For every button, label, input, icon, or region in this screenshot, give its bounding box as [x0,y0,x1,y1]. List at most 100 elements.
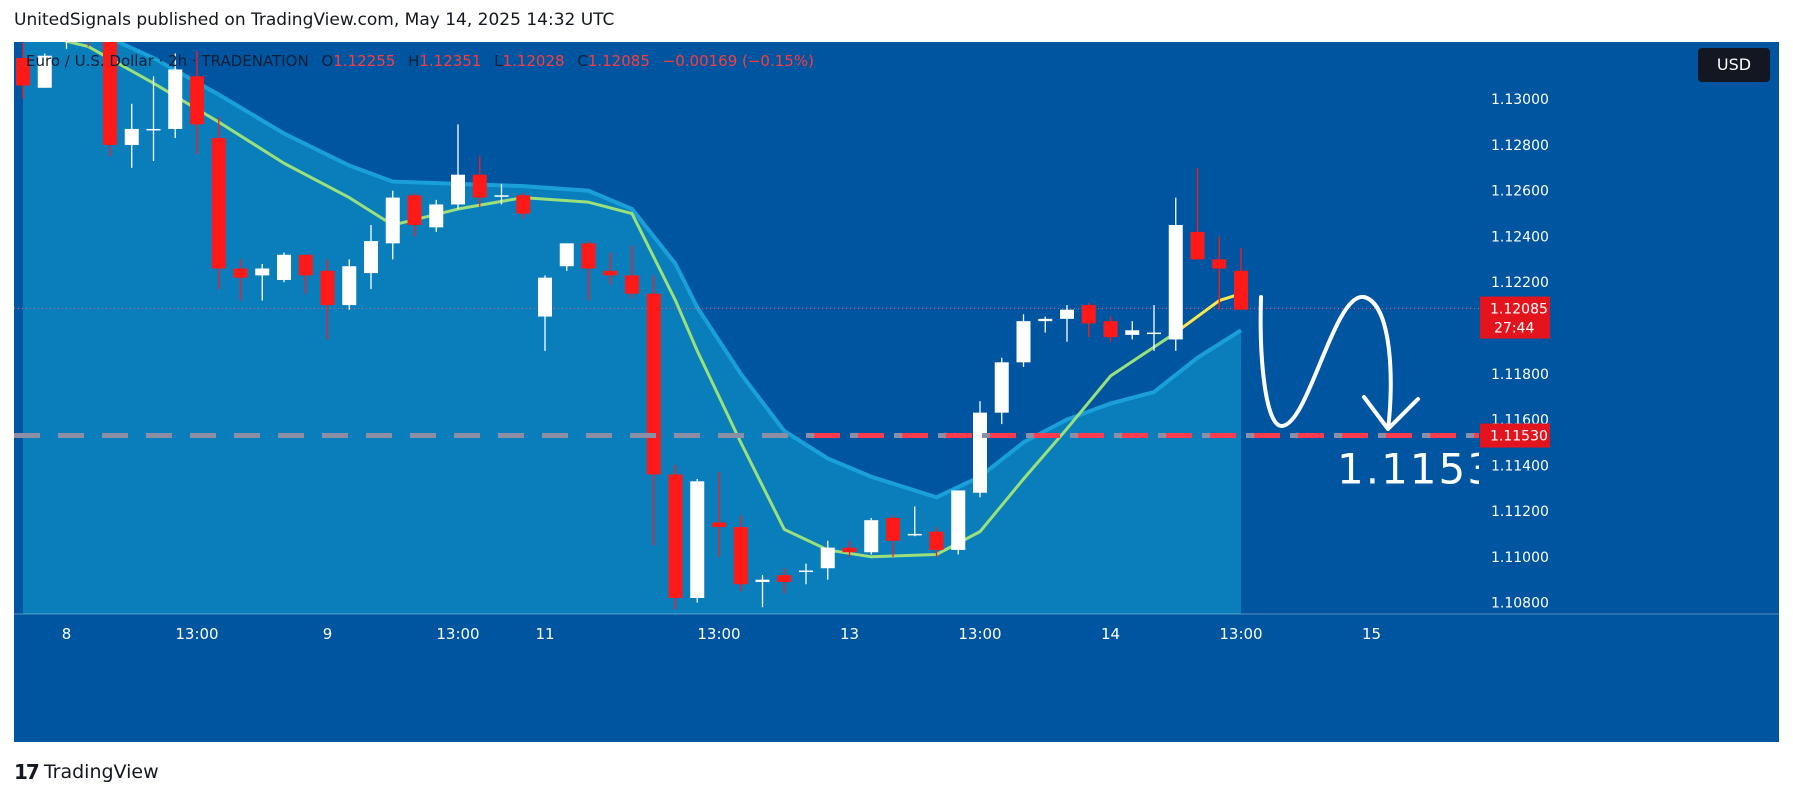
candle-35 [777,568,792,594]
candle-39 [864,517,879,555]
candle-body [1168,225,1183,340]
candle-body [364,241,378,274]
candle-38 [842,540,857,557]
currency-button[interactable]: USD [1698,48,1770,82]
candle-12 [277,252,291,283]
arrow-head [1362,395,1420,431]
y-tick-label-3: 1.12400 [1491,229,1549,245]
candle-body [211,138,226,269]
candle-body [559,243,574,267]
candle-body [603,270,618,276]
candle-body [581,243,596,269]
candle-body [733,527,748,585]
candle-44 [973,401,987,498]
level-annotation: 1.1153 [1337,445,1496,494]
level-axis-label: 1.11530 [1490,429,1548,445]
candle-body [407,195,422,226]
ema-fast-line [63,42,1177,559]
candle-body [907,533,922,536]
candle-body [712,522,726,528]
candle-body [1234,270,1248,310]
y-tick-label-1: 1.12800 [1491,138,1549,154]
candle-22 [494,183,509,205]
candle-55 [1212,236,1227,310]
candle-48 [1060,305,1074,342]
price-axis-bg [1479,42,1779,742]
candle-11 [255,263,270,301]
x-tick-label-4: 11 [535,625,554,643]
countdown-label: 27:44 [1494,321,1534,337]
y-tick-label-0: 1.13000 [1491,92,1549,108]
candle-52 [1147,305,1161,351]
candle-body [864,520,879,553]
candle-body [255,268,270,276]
candlestick-chart[interactable]: 1.1153 1.13000 1.12800 1.12600 1.12400 1.122… [14,42,1779,742]
candle-body [842,547,857,553]
candle-body [690,481,705,598]
candle-42 [929,527,944,557]
arrow-curve [1258,295,1393,431]
candle-body [233,268,248,278]
x-tick-label-1: 13:00 [175,625,218,643]
candle-21 [472,156,487,207]
x-tick-label-5: 13:00 [697,625,740,643]
candle-body [777,575,792,582]
candle-body [820,547,835,569]
candle-50 [1103,316,1118,342]
symbol-name[interactable]: Euro / U.S. Dollar · 2h · TRADENATION [26,52,309,70]
candle-32 [712,472,726,557]
candle-body [320,270,335,306]
candle-body [1125,330,1140,335]
candle-body [451,174,465,205]
candle-body [342,266,357,306]
candle-body [1212,259,1227,269]
candle-1 [37,53,52,88]
candle-body [472,174,487,198]
candle-body [538,277,552,317]
candle-30 [668,465,683,610]
candle-body [625,275,639,294]
x-tick-label-8: 14 [1101,625,1120,643]
candle-body [103,42,117,145]
y-tick-label-4: 1.12200 [1491,275,1549,291]
candle-36 [799,563,813,585]
candle-49 [1081,302,1096,338]
tradingview-logo[interactable]: 17 TradingView [14,760,159,784]
candle-47 [1038,316,1053,333]
candle-45 [994,357,1009,425]
x-tick-label-0: 8 [62,625,72,643]
candle-body [929,531,944,550]
y-tick-label-8: 1.11200 [1491,504,1549,520]
y-tick-label-2: 1.12600 [1491,184,1549,200]
candle-56 [1234,247,1248,310]
candle-10 [233,259,248,301]
x-tick-label-6: 13 [840,625,859,643]
candle-33 [733,515,748,592]
candle-4 [103,42,117,157]
candle-body [37,55,52,88]
candle-43 [951,490,966,555]
candle-37 [820,540,835,580]
candle-body [168,69,183,129]
chart-area[interactable]: 1.1153 1.13000 1.12800 1.12600 1.12400 1.122… [14,42,1779,742]
candle-16 [364,225,378,290]
candle-31 [690,479,705,603]
tradingview-logo-icon: 17 [14,760,40,784]
candle-body [1038,318,1053,322]
symbol-legend[interactable]: Euro / U.S. Dollar · 2h · TRADENATION O 1… [26,52,814,70]
candle-46 [1016,314,1031,367]
publication-header: UnitedSignals published on TradingView.c… [14,10,615,30]
candle-body [1081,305,1096,324]
candle-body [429,204,444,228]
candle-body [385,197,400,244]
candle-53 [1168,197,1183,351]
candle-body [124,128,139,145]
open-label: O [321,52,334,70]
candle-body [951,490,966,550]
axes: 1.13000 1.12800 1.12600 1.12400 1.12200 1.118… [14,42,1779,742]
candle-body [298,254,313,276]
high-value: 1.12351 [419,52,482,70]
candle-body [1016,321,1031,363]
candle-24 [538,275,552,351]
target-level: 1.1153 [14,433,1496,494]
